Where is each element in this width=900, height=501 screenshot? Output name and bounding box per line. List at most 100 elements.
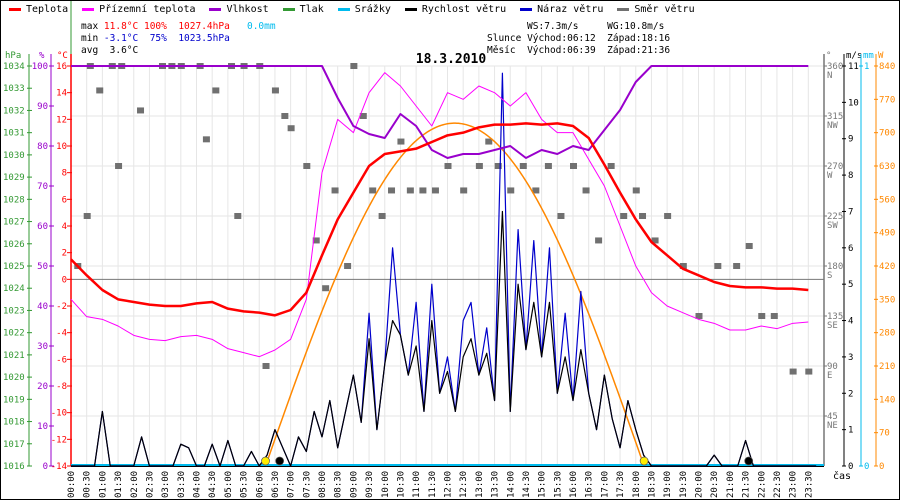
wind-direction-mark (212, 87, 220, 94)
solar-tick-label: 490 (879, 229, 895, 239)
humidity-tick-label: 50 (37, 262, 48, 272)
wind-direction-mark (519, 163, 527, 169)
time-tick-label: 05:00 (224, 471, 234, 498)
sunrise-marker (261, 456, 270, 466)
wind-direction-mark (234, 213, 242, 219)
temperature-line (70, 122, 809, 317)
legend-label: Přízemní teplota (99, 4, 196, 15)
max-pressure: 1027.4hPa (178, 21, 230, 32)
legend-swatch (520, 8, 533, 11)
apparent-temperature-line (70, 72, 809, 358)
temperature-tick-label: -8 (56, 382, 67, 392)
max-humidity: 100% (143, 21, 167, 32)
time-tick-label: 01:30 (114, 471, 124, 498)
direction-tick-compass: W (827, 171, 833, 181)
wind-direction-mark (770, 313, 778, 319)
temperature-tick-label: 0 (62, 275, 67, 285)
wind-direction-mark (388, 187, 396, 194)
wind-tick-label: 6 (848, 244, 853, 254)
wind-direction-mark (359, 113, 367, 119)
rain-tick-label: 0 (864, 462, 869, 472)
humidity-tick-label: 10 (37, 422, 48, 432)
solar-unit: W (878, 51, 884, 61)
pressure-tick-label: 1017 (3, 440, 25, 450)
time-tick-label: 03:30 (177, 471, 187, 498)
pressure-tick-label: 1016 (3, 462, 25, 472)
time-tick-label: 01:00 (98, 471, 108, 498)
wind-direction-mark (475, 163, 483, 169)
wind-speed-max: WS:7.3m/s (527, 21, 579, 32)
direction-tick-compass: N (827, 71, 832, 81)
pressure-tick-label: 1025 (3, 262, 25, 272)
time-tick-label: 20:00 (695, 471, 705, 498)
wind-direction-mark (620, 213, 628, 219)
wind-direction-mark (271, 87, 279, 94)
legend-label: Rychlost větru (421, 4, 507, 15)
wind-tick-label: 4 (848, 317, 853, 327)
wind-direction-mark (805, 368, 813, 375)
moonset-marker (744, 456, 754, 466)
wind-direction-mark (532, 187, 540, 194)
wind-speed-line (71, 210, 817, 467)
wind-direction-mark (331, 187, 339, 194)
direction-tick-compass: NE (827, 421, 838, 431)
pressure-unit: hPa (5, 51, 21, 61)
wind-direction-mark (679, 263, 687, 269)
wind-direction-mark (397, 138, 405, 145)
max-temp: 11.8°C (103, 21, 139, 32)
time-tick-label: 13:30 (491, 471, 501, 498)
time-tick-label: 20:30 (710, 471, 720, 498)
legend-swatch (82, 8, 95, 11)
rain-tick-label: 1 (864, 62, 869, 72)
sunset-text: Západ:18:16 (607, 33, 671, 44)
wind-direction-mark (695, 313, 703, 319)
wind-direction-mark (83, 213, 91, 219)
humidity-tick-label: 100 (32, 62, 48, 72)
legend-swatch (404, 8, 417, 11)
time-tick-label: 10:00 (381, 471, 391, 498)
direction-tick-compass: NW (827, 121, 838, 131)
time-tick-label: 07:30 (302, 471, 312, 498)
humidity-unit: % (39, 51, 45, 61)
humidity-tick-label: 70 (37, 182, 48, 192)
wind-direction-mark (369, 187, 377, 194)
time-tick-label: 11:30 (428, 471, 438, 498)
time-tick-label: 00:30 (83, 471, 93, 498)
temperature-tick-label: -14 (51, 462, 67, 472)
wind-direction-mark (733, 263, 741, 269)
wind-direction-mark (745, 243, 753, 249)
legend-item: Náraz větru (520, 4, 603, 15)
pressure-tick-label: 1034 (3, 62, 25, 72)
sunset-marker (639, 456, 649, 466)
direction-tick-label: 270 (827, 162, 843, 172)
pressure-tick-label: 1027 (3, 218, 25, 228)
wind-direction-mark (582, 187, 590, 194)
wind-direction-mark (303, 163, 311, 169)
direction-tick-compass: E (827, 371, 832, 381)
temperature-tick-label: 8 (62, 169, 67, 179)
time-tick-label: 23:00 (789, 471, 799, 498)
wind-tick-label: 1 (848, 426, 853, 436)
wind-direction-mark (378, 213, 386, 219)
wind-direction-mark (507, 187, 515, 194)
time-tick-label: 21:00 (726, 471, 736, 498)
temperature-tick-label: -10 (51, 409, 67, 419)
time-tick-label: 13:00 (475, 471, 485, 498)
pressure-tick-label: 1028 (3, 195, 25, 205)
wind-tick-label: 10 (848, 98, 859, 108)
legend-swatch (209, 8, 222, 11)
time-tick-label: 05:30 (240, 471, 250, 498)
wind-gust-line (71, 72, 817, 467)
pressure-tick-label: 1023 (3, 306, 25, 316)
temperature-tick-label: 2 (62, 249, 67, 259)
wind-direction-mark (322, 285, 330, 292)
time-tick-label: 07:00 (287, 471, 297, 498)
time-tick-label: 02:00 (130, 471, 140, 498)
legend-label: Vlhkost (226, 4, 269, 15)
humidity-tick-label: 30 (37, 342, 48, 352)
time-tick-label: 11:00 (412, 471, 422, 498)
time-tick-label: 03:00 (161, 471, 171, 498)
pressure-tick-label: 1022 (3, 329, 25, 339)
time-tick-label: 09:30 (365, 471, 375, 498)
time-tick-label: 12:00 (444, 471, 454, 498)
